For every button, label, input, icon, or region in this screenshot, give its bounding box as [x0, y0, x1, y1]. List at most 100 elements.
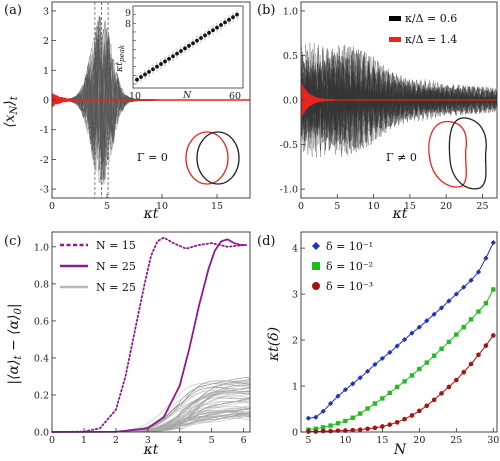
panel-b-traces: [300, 42, 498, 158]
panel-b-xtick-label: 5: [334, 201, 340, 212]
panel-c-xtick-label: 3: [145, 435, 151, 446]
panel-b-ytick-label: 1.0: [283, 6, 298, 17]
inset-point: [207, 30, 211, 35]
panel-d-point: [424, 403, 430, 409]
panel-d-point: [454, 377, 459, 383]
panel-d-point: [409, 330, 415, 336]
legend-swatch-black: [389, 16, 401, 21]
inset-point: [227, 17, 231, 22]
panel-d-xtick-label: 20: [413, 435, 425, 446]
panel-a-ytick-label: -1: [40, 125, 49, 136]
panel-d-xtick-label: 30: [487, 435, 499, 446]
panel-b-xtick-label: 25: [476, 201, 488, 212]
panel-b-shape-glyph: [428, 117, 487, 190]
panel-d-point: [364, 368, 371, 374]
legend-swatch-red: [389, 37, 401, 42]
panel-a-xtick-label: 15: [211, 201, 223, 212]
series-n15-dotted: [51, 236, 245, 433]
panel-d-point: [394, 343, 400, 349]
panel-d-point: [387, 422, 393, 427]
panel-d-point: [320, 428, 326, 434]
inset-point: [183, 46, 187, 51]
panel-d-ytick-label: 4: [292, 244, 298, 255]
panel-d-point: [357, 427, 363, 433]
inset-point: [215, 25, 219, 30]
panel-d-point: [468, 361, 474, 367]
black-ellipse: [196, 131, 240, 185]
legend-d-1: δ = 10⁻²: [326, 260, 373, 273]
inset-xlabel: N: [182, 90, 192, 101]
panel-a-ytick-label: 3: [43, 6, 49, 17]
panel-d-xtick-label: 25: [450, 435, 462, 446]
panel-b-annotation: Γ ≠ 0: [386, 151, 417, 164]
legend-d-2: δ = 10⁻³: [326, 280, 373, 293]
panel-a-ytick-label: 1: [43, 66, 49, 77]
legend-c-1: N = 25: [96, 260, 136, 273]
panel-d-point: [327, 400, 334, 407]
panel-d-point: [483, 301, 489, 306]
panel-d-point: [365, 426, 370, 432]
panel-d-point: [387, 349, 393, 356]
panel-d-point: [431, 397, 437, 403]
panel-d-point: [424, 360, 429, 365]
panel-c-ytick-label: 1.0: [34, 242, 49, 253]
panel-d-point: [372, 425, 378, 431]
panel-d-point: [343, 418, 348, 424]
panel-d-point: [372, 361, 378, 368]
panel-d-point: [350, 415, 355, 420]
panel-d-xtick-label: 15: [376, 435, 388, 446]
panel-d-point: [342, 387, 348, 393]
panel-d-point: [416, 324, 422, 330]
panel-c: (c) |⟨α⟩t − ⟨α⟩0| 0 1 2 3 4 5 6 0.0 0.2 0.4 0.6 0.8…: [4, 231, 251, 458]
panel-d-ticks: 5 10 15 20 25 30 0 1 2 3 4: [292, 244, 499, 446]
panel-d-point: [424, 318, 430, 324]
panel-d-point: [475, 269, 482, 275]
panel-c-trace-gray: [52, 415, 251, 433]
panel-d-point: [365, 406, 370, 411]
panel-d-point: [454, 332, 459, 337]
panel-d-line-square: [308, 289, 494, 431]
panel-d-point: [439, 391, 444, 396]
legend-label-1: κ/Δ = 1.4: [405, 33, 457, 46]
inset-point: [199, 36, 203, 40]
panel-d-point: [409, 413, 415, 418]
panel-d-point: [490, 239, 496, 246]
panel-b-trace-black: [300, 55, 498, 145]
series-n25-solid: [51, 238, 247, 433]
inset-xtick-10: 10: [129, 91, 141, 102]
red-ellipse: [185, 131, 229, 185]
panel-d-point: [379, 355, 385, 362]
inset-frame: [132, 5, 244, 89]
inset-ytick-8: 8: [125, 19, 131, 30]
inset-xtick-60: 60: [229, 91, 241, 102]
panel-a-traces: [51, 2, 250, 198]
panel-d-point: [380, 396, 385, 401]
inset-point: [151, 67, 155, 72]
panel-d-point: [380, 424, 385, 429]
inset-point: [175, 51, 179, 56]
inset-point: [143, 72, 147, 77]
panel-c-ytick-label: 0.0: [34, 428, 49, 439]
panel-d-ytick-label: 1: [292, 382, 298, 393]
panel-d-point: [313, 414, 319, 420]
panel-a-ytick-label: -2: [40, 155, 49, 166]
inset-point: [231, 15, 235, 20]
panel-c-xtick-label: 4: [177, 435, 183, 446]
inset-point: [211, 28, 215, 33]
inset-point: [195, 38, 199, 43]
panel-d-point: [446, 339, 452, 345]
panel-d-point: [417, 408, 422, 414]
panel-a-ytick-label: 2: [43, 36, 49, 47]
panel-d-point: [350, 427, 356, 433]
inset-point: [159, 62, 163, 66]
panel-b-xtick-label: 0: [298, 201, 304, 212]
panel-b-ytick-label: -1.0: [280, 185, 298, 196]
panel-d-label: (d): [257, 234, 275, 249]
legend-c-0: N = 15: [96, 239, 136, 252]
panel-d-point: [431, 311, 437, 317]
legend-marker-circle: [312, 282, 320, 290]
panel-c-xtick-label: 1: [81, 435, 87, 446]
panel-b-ytick-label: 0.0: [283, 96, 298, 107]
panel-b-xtick-label: 20: [440, 201, 452, 212]
panel-b-trace-black: [300, 48, 498, 152]
